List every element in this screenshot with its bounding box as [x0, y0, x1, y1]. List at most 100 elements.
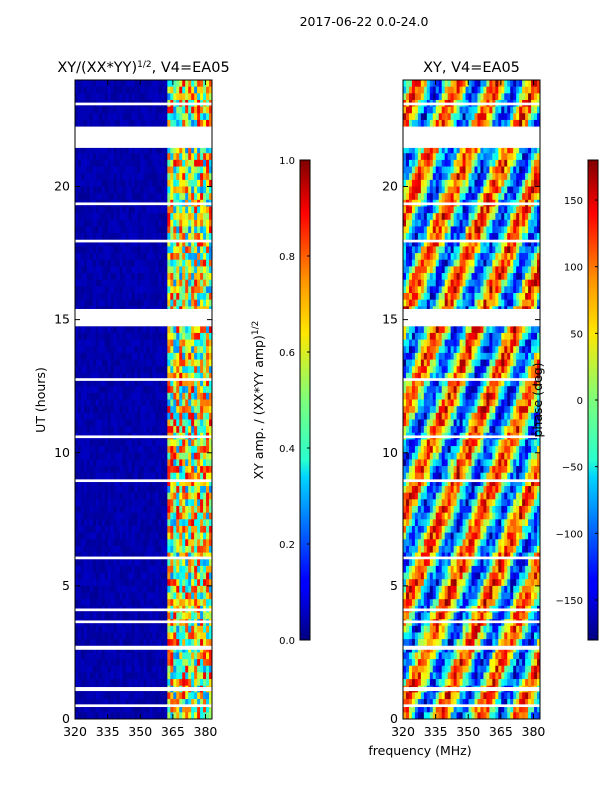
heatmap-cell [155, 532, 159, 540]
heatmap-cell [405, 153, 410, 161]
heatmap-cell [125, 153, 130, 161]
heatmap-cell [134, 293, 138, 301]
heatmap-cell [206, 579, 210, 587]
heatmap-cell [122, 273, 127, 281]
heatmap-cell [113, 579, 118, 587]
heatmap-cell [152, 479, 156, 487]
heatmap-cell [125, 392, 130, 400]
heatmap-cell [113, 113, 118, 121]
heatmap-cell [498, 113, 502, 121]
heatmap-cell [75, 392, 79, 400]
heatmap-cell [209, 486, 212, 494]
heatmap-cell [203, 512, 207, 520]
heatmap-cell [152, 466, 156, 474]
heatmap-cell [191, 173, 195, 181]
heatmap-cell [161, 545, 165, 553]
heatmap-cell [104, 665, 109, 673]
heatmap-cell [86, 266, 91, 274]
heatmap-cell [158, 625, 162, 633]
heatmap-cell [131, 499, 135, 507]
heatmap-cell [185, 279, 189, 287]
heatmap-cell [164, 352, 168, 360]
heatmap-cell [113, 366, 118, 374]
heatmap-cell [149, 219, 153, 227]
heatmap-cell [107, 173, 112, 181]
heatmap-cell [164, 166, 168, 174]
heatmap-cell [98, 545, 103, 553]
heatmap-cell [101, 392, 106, 400]
heatmap-cell [113, 466, 118, 474]
heatmap-cell [179, 279, 183, 287]
heatmap-cell [158, 326, 162, 334]
heatmap-cell [110, 712, 115, 719]
heatmap-cell [200, 565, 204, 573]
heatmap-cell [107, 406, 112, 414]
heatmap-cell [143, 639, 147, 647]
heatmap-cell [140, 293, 144, 301]
heatmap-cell [531, 106, 535, 114]
heatmap-cell [167, 479, 171, 487]
heatmap-cell [86, 279, 91, 287]
heatmap-cell [80, 279, 85, 287]
heatmap-cell [194, 506, 198, 514]
heatmap-cell [143, 173, 147, 181]
heatmap-cell [152, 699, 156, 707]
heatmap-cell [119, 266, 124, 274]
heatmap-cell [137, 506, 141, 514]
heatmap-cell [128, 572, 132, 580]
heatmap-cell [146, 692, 150, 700]
heatmap-cell [152, 539, 156, 547]
heatmap-cell [122, 559, 127, 567]
heatmap-cell [77, 639, 82, 647]
heatmap-cell [441, 80, 446, 88]
heatmap-cell [104, 233, 109, 241]
heatmap-cell [170, 712, 174, 719]
heatmap-cell [155, 392, 159, 400]
heatmap-cell [128, 466, 132, 474]
heatmap-cell [86, 492, 91, 500]
heatmap-cell [80, 599, 85, 607]
heatmap-cell [161, 253, 165, 261]
heatmap-cell [122, 159, 127, 167]
heatmap-cell [158, 179, 162, 187]
heatmap-cell [137, 545, 141, 553]
heatmap-cell [200, 459, 204, 467]
heatmap-cell [450, 106, 455, 114]
heatmap-cell [140, 206, 144, 214]
heatmap-cell [75, 426, 79, 434]
heatmap-cell [80, 213, 85, 221]
heatmap-cell [92, 572, 97, 580]
heatmap-cell [113, 359, 118, 367]
heatmap-cell [423, 93, 428, 101]
heatmap-cell [194, 572, 198, 580]
heatmap-cell [75, 419, 79, 427]
heatmap-cell [80, 166, 85, 174]
heatmap-cell [95, 179, 100, 187]
heatmap-cell [146, 392, 150, 400]
heatmap-cell [197, 672, 201, 680]
heatmap-cell [128, 406, 132, 414]
heatmap-cell [98, 352, 103, 360]
heatmap-cell [137, 486, 141, 494]
heatmap-cell [176, 253, 180, 261]
heatmap-cell [107, 525, 112, 534]
heatmap-cell [83, 412, 88, 420]
heatmap-cell [152, 179, 156, 187]
heatmap-cell [119, 213, 124, 221]
heatmap-cell [176, 266, 180, 274]
heatmap-cell [146, 712, 150, 719]
heatmap-cell [191, 406, 195, 414]
heatmap-cell [149, 193, 153, 201]
heatmap-cell [188, 146, 192, 154]
heatmap-cell [122, 512, 127, 520]
heatmap-cell [191, 246, 195, 254]
heatmap-cell [185, 592, 189, 600]
heatmap-cell [98, 286, 103, 294]
heatmap-cell [119, 352, 124, 360]
heatmap-cell [75, 366, 79, 374]
heatmap-cell [182, 565, 186, 573]
heatmap-cell [116, 93, 121, 101]
heatmap-cell [209, 186, 212, 194]
colorbar-tick-label: 1.0 [279, 156, 295, 167]
heatmap-cell [203, 293, 207, 301]
